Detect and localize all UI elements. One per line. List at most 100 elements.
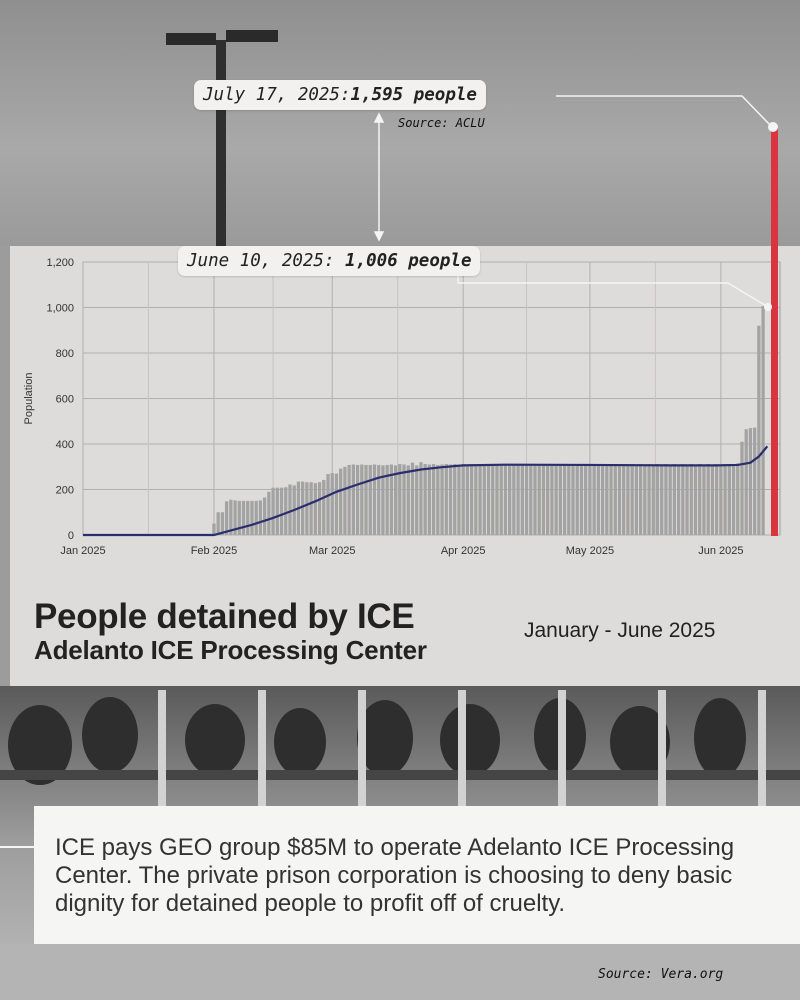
bar: [469, 464, 474, 535]
bar: [723, 464, 727, 535]
july-callout-value: 1,595 people: [350, 85, 477, 105]
bar: [457, 464, 461, 535]
bar: [761, 306, 765, 535]
bar: [626, 464, 630, 535]
bar: [575, 464, 579, 535]
x-tick-label: Apr 2025: [441, 545, 486, 557]
trend-line: [83, 445, 769, 537]
y-tick-label: 0: [68, 530, 74, 542]
bar: [689, 464, 693, 535]
y-axis-label: Population: [23, 373, 35, 425]
bar: [664, 464, 668, 535]
bar: [284, 487, 288, 535]
bar: [541, 464, 546, 535]
bar: [702, 464, 706, 535]
bar: [554, 464, 558, 535]
fence-posts: [158, 690, 766, 810]
bar: [254, 500, 258, 535]
bar: [275, 487, 279, 535]
bar: [617, 464, 622, 535]
june-callout-date: June 10, 2025:: [187, 251, 346, 271]
bar: [727, 464, 731, 535]
bar: [605, 464, 609, 535]
bar: [267, 491, 271, 535]
bar: [220, 512, 225, 535]
june-callout: June 10, 2025: 1,006 people: [178, 246, 481, 276]
bar: [347, 464, 351, 535]
bar: [546, 464, 550, 535]
bar: [710, 464, 715, 535]
bar: [562, 464, 567, 535]
bar: [364, 464, 368, 535]
bar: [533, 464, 537, 535]
bar: [461, 464, 465, 535]
bar: [550, 464, 554, 535]
lamp-head-left: [166, 33, 216, 45]
bar: [512, 464, 516, 535]
bar: [377, 464, 381, 535]
bar: [508, 464, 512, 535]
bar: [385, 464, 389, 535]
body-text: ICE pays GEO group $85M to operate Adela…: [55, 834, 735, 917]
bar: [351, 464, 355, 535]
chart-subtitle: Adelanto ICE Processing Center: [34, 635, 427, 665]
bar: [250, 500, 254, 535]
bar: [567, 464, 571, 535]
y-tick-label: 1,200: [46, 257, 74, 269]
bar: [736, 463, 740, 535]
bar: [389, 464, 394, 535]
bar: [731, 464, 736, 535]
bar: [520, 464, 524, 535]
chart-panel: 0 200 400 600 800 1,000 1,200 Jan 2025 Feb 2025 M…: [10, 246, 800, 686]
bar: [753, 427, 757, 535]
bar: [339, 468, 343, 535]
bar: [584, 464, 588, 535]
bar: [343, 466, 347, 535]
lamp-post: [216, 40, 226, 246]
x-tick-label: Jan 2025: [60, 545, 105, 557]
bar: [309, 482, 313, 535]
bar: [427, 464, 432, 535]
bar: [360, 464, 364, 535]
bar: [406, 465, 410, 535]
bar: [229, 499, 233, 535]
bar: [622, 464, 626, 535]
y-tick-label: 200: [56, 485, 74, 497]
bar: [334, 473, 339, 535]
bar: [524, 464, 529, 535]
bar: [368, 464, 372, 535]
bar: [305, 482, 309, 535]
bar: [588, 464, 592, 535]
bar: [655, 464, 660, 535]
bar: [216, 512, 220, 535]
bar: [685, 464, 689, 535]
bar: [224, 501, 229, 535]
bar: [453, 464, 457, 535]
bar: [558, 464, 562, 535]
x-tick-label: Feb 2025: [191, 545, 237, 557]
bar: [491, 464, 495, 535]
bar: [431, 464, 436, 535]
bar: [529, 464, 533, 535]
bar: [355, 464, 360, 535]
y-tick-label: 600: [56, 394, 74, 406]
bar: [478, 464, 482, 535]
y-tick-label: 400: [56, 439, 74, 451]
detention-chart: 0 200 400 600 800 1,000 1,200 Jan 2025 Feb 2025 M…: [23, 257, 781, 557]
text-connector-line: [0, 846, 34, 848]
bar: [757, 325, 761, 535]
bar: [482, 464, 486, 535]
bar: [651, 464, 655, 535]
bar: [596, 464, 601, 535]
bar: [706, 464, 710, 535]
bar: [486, 464, 491, 535]
bar: [212, 523, 216, 535]
bar: [419, 462, 423, 535]
july-callout-date: July 17, 2025:: [203, 85, 351, 105]
bar: [410, 462, 415, 535]
x-tick-label: May 2025: [566, 545, 614, 557]
bar: [436, 464, 440, 535]
bar: [398, 464, 402, 535]
bar: [423, 464, 427, 535]
bar: [630, 464, 634, 535]
